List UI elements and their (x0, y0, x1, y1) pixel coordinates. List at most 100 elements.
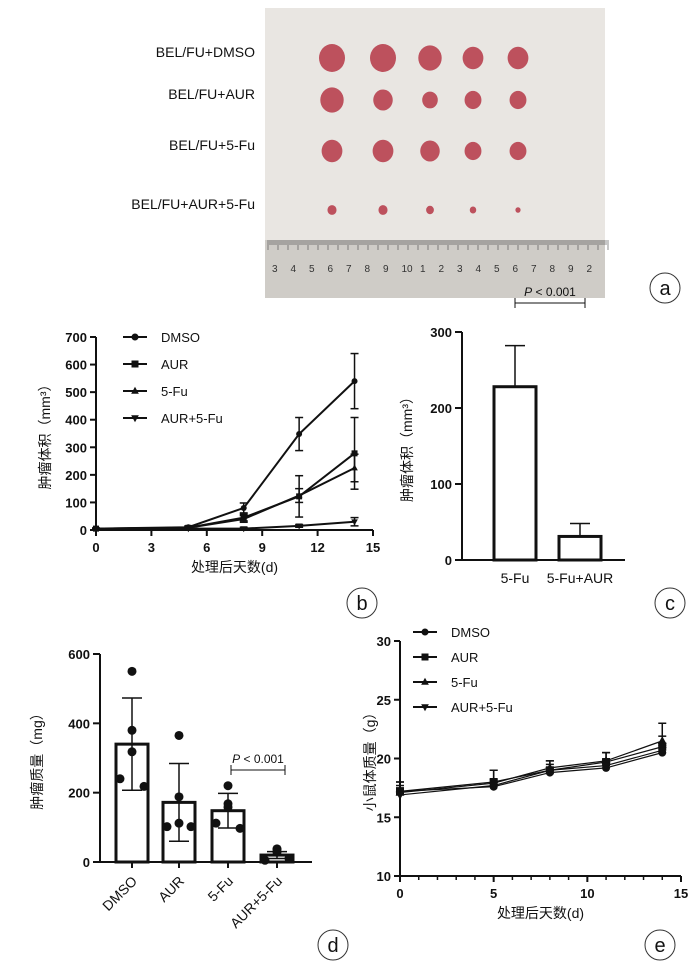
tumor (464, 90, 482, 110)
y-tick-label: 200 (65, 468, 87, 483)
marker-circle (131, 333, 139, 341)
p-value-text: < 0.001 (240, 752, 284, 766)
row-label: BEL/FU+DMSO (156, 44, 255, 60)
tumor (515, 207, 521, 213)
ruler-number: 8 (550, 264, 556, 275)
series-line (399, 746, 663, 792)
data-point (260, 855, 270, 865)
row-label: BEL/FU+5-Fu (169, 137, 255, 153)
x-tick-label: DMSO (99, 873, 140, 914)
series-line (399, 752, 663, 792)
x-tick-label: 6 (203, 540, 210, 555)
series-5-Fu (92, 453, 359, 532)
y-tick-label: 15 (377, 810, 391, 825)
y-axis-label: 肿瘤质量（mg） (29, 706, 45, 809)
y-tick-label: 0 (80, 523, 87, 538)
x-tick-label: 9 (259, 540, 266, 555)
ruler (265, 240, 605, 298)
y-tick-label: 600 (68, 647, 90, 662)
legend-label: 5-Fu (451, 675, 478, 690)
series-AUR (396, 735, 667, 796)
x-axis-label: 处理后天数(d) (191, 559, 278, 575)
series-AUR+5-Fu (395, 742, 667, 800)
tumor (327, 205, 337, 215)
marker-triangle (421, 677, 429, 685)
x-tick-label: 15 (366, 540, 380, 555)
series-DMSO (92, 352, 359, 532)
x-tick-label: 12 (310, 540, 324, 555)
series-line (95, 452, 356, 530)
y-tick-label: 20 (377, 752, 391, 767)
x-tick-label: 3 (148, 540, 155, 555)
data-point (139, 781, 149, 791)
ruler-number: 8 (365, 264, 371, 275)
marker-triangle-down (421, 704, 429, 712)
data-point (211, 818, 221, 828)
legend-label: AUR (451, 650, 478, 665)
ruler-number: 7 (346, 264, 352, 275)
y-tick-label: 300 (65, 440, 87, 455)
x-tick-label: 15 (674, 886, 688, 901)
data-point (127, 666, 137, 676)
p-value-annotation: P < 0.001 (524, 285, 576, 299)
data-point (223, 781, 233, 791)
row-label: BEL/FU+AUR (168, 86, 255, 102)
legend-label: DMSO (161, 330, 200, 345)
marker-triangle-down (92, 526, 100, 533)
data-point (223, 802, 233, 812)
tumor (507, 46, 529, 70)
p-value-annotation: P < 0.001 (232, 752, 284, 766)
tumor (370, 44, 396, 72)
data-point (174, 792, 184, 802)
tumor (464, 141, 482, 161)
tumor (462, 46, 484, 70)
marker-square (421, 653, 429, 661)
bar-5-Fu+AUR (557, 534, 603, 562)
y-tick-label: 700 (65, 330, 87, 345)
chart-e: 10 15 20 25 30 小鼠体质量（g） 0 5 10 15 处理后天数(d) DMSO AUR 5… (362, 625, 688, 921)
data-point (272, 847, 282, 857)
marker-circle (296, 431, 303, 438)
data-point (235, 823, 245, 833)
y-axis-label: 肿瘤体积（mm³） (399, 390, 415, 502)
data-point (186, 822, 196, 832)
series-line (399, 740, 663, 794)
panel-letter: c (665, 593, 675, 615)
panel-a-photo: 3 4 5 6 7 8 9 10 1 2 3 4 5 6 7 8 9 2 BEL/FU+DMSO BEL/FU+AUR… (131, 8, 609, 298)
marker-circle (351, 378, 358, 385)
panel-letter: a (659, 278, 671, 300)
x-tick-label: 0 (396, 886, 403, 901)
p-value-text: < 0.001 (532, 285, 576, 299)
panel-letter: d (327, 935, 338, 957)
ruler-number: 9 (383, 264, 389, 275)
tumor (319, 44, 345, 72)
ruler-number: 4 (476, 264, 482, 275)
marker-triangle (240, 515, 248, 522)
data-point (162, 822, 172, 832)
chart-c: 0 100 200 300 肿瘤体积（mm³） 5-Fu 5-Fu+AUR P < 0.001 (399, 285, 625, 586)
marker-triangle-down (489, 782, 499, 791)
row-label: BEL/FU+AUR+5-Fu (131, 196, 255, 212)
tumor (321, 139, 343, 163)
p-symbol: P (232, 752, 240, 766)
y-tick-label: 200 (68, 786, 90, 801)
bar-5-Fu (492, 385, 538, 562)
ruler-number: 5 (309, 264, 315, 275)
ruler-number: 6 (328, 264, 334, 275)
data-point (284, 854, 294, 864)
tumor (420, 140, 440, 162)
panel-letter-circle (346, 587, 378, 619)
tumor (372, 139, 394, 163)
marker-triangle (657, 736, 667, 745)
series-line (95, 467, 355, 530)
x-tick-label: 5-Fu+AUR (547, 570, 614, 586)
p-symbol: P (524, 285, 532, 299)
y-tick-label: 100 (430, 477, 452, 492)
tumor (418, 45, 442, 71)
panel-letter-circle (644, 929, 676, 961)
ruler-number: 1 (420, 264, 426, 275)
tumor (426, 205, 434, 215)
marker-triangle-down (351, 519, 358, 526)
